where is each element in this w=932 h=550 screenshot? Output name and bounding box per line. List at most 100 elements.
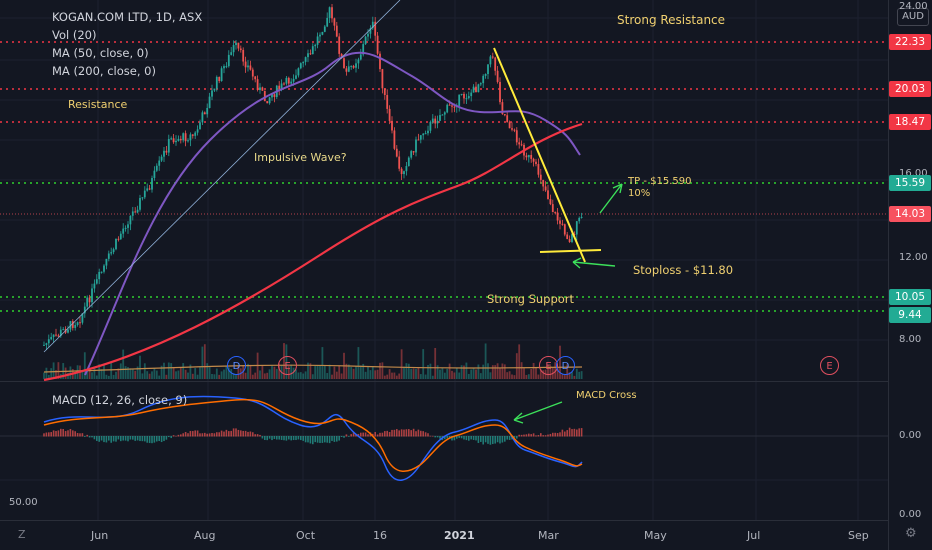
annotation-strong-resistance[interactable]: Strong Resistance (617, 13, 726, 27)
macd-histogram-bar (434, 436, 436, 438)
annotation-macd-cross[interactable]: MACD Cross (576, 390, 637, 401)
volume-bar (105, 374, 108, 379)
volume-bar (335, 371, 338, 379)
currency-button[interactable]: AUD (897, 8, 929, 26)
macd-line (43, 395, 583, 481)
macd-histogram-bar (535, 435, 537, 437)
volume-bar (295, 369, 297, 379)
indicator-ma200[interactable]: MA (200, close, 0) (52, 64, 156, 78)
volume-bar (415, 368, 417, 379)
volume-bar (563, 375, 566, 379)
candle-body (520, 144, 523, 146)
volume-bar (410, 368, 413, 379)
volume-bar (263, 373, 266, 379)
volume-bar (271, 366, 273, 379)
volume-bar (184, 369, 187, 379)
macd-histogram-bar (530, 434, 532, 437)
volume-bar (424, 374, 427, 379)
macd-histogram-bar (304, 436, 307, 443)
time-axis-label: May (644, 529, 667, 542)
macd-histogram-bar (156, 436, 158, 442)
candle-body (191, 134, 194, 136)
macd-histogram-bar (405, 429, 408, 437)
volume-bar (213, 374, 216, 379)
candle-body (453, 106, 456, 108)
volume-bar (453, 372, 456, 379)
annotation-strong-support[interactable]: Strong Support (487, 292, 575, 306)
volume-bar (431, 375, 434, 379)
macd-histogram-bar (276, 436, 278, 440)
macd-histogram-bar (52, 430, 55, 437)
settings-gear-icon[interactable]: ⚙ (905, 526, 917, 541)
annotation-resistance[interactable]: Resistance (68, 98, 128, 111)
time-axis-label: Mar (538, 529, 559, 542)
volume-bar (206, 363, 209, 379)
candle-body (163, 150, 165, 157)
macd-histogram-bar (134, 436, 136, 441)
volume-bar (232, 373, 235, 379)
candle-body (410, 151, 413, 158)
symbol-title[interactable]: KOGAN.COM LTD, 1D, ASX (52, 10, 203, 24)
macd-histogram-bar (336, 436, 338, 442)
volume-bar (223, 369, 225, 379)
macd-histogram-bar (576, 429, 578, 437)
volume-bar (333, 366, 336, 379)
volume-bar (422, 349, 425, 379)
candle-body (369, 28, 372, 34)
candle-body (525, 155, 528, 158)
volume-bar (379, 362, 381, 379)
macd-histogram-bar (84, 436, 86, 437)
macd-histogram-bar (470, 436, 472, 440)
dividend-event-icon[interactable]: D (227, 356, 246, 375)
candle-body (211, 90, 213, 97)
candle-body (527, 155, 530, 158)
macd-histogram-bar (228, 431, 230, 437)
volume-bar (215, 368, 218, 379)
candle-body (194, 132, 197, 136)
volume-bar (146, 371, 149, 379)
candle-body (220, 68, 223, 82)
macd-histogram-bar (86, 434, 88, 437)
candle-body (458, 94, 461, 106)
candle-body (136, 209, 139, 213)
candle-body (371, 21, 374, 29)
volume-bar (513, 375, 516, 379)
candle-body (295, 75, 297, 79)
volume-bar (345, 363, 348, 379)
volume-bar (177, 370, 180, 379)
candle-body (280, 83, 283, 90)
macd-histogram-bar (201, 433, 204, 437)
dividend-event-icon[interactable]: D (556, 356, 575, 375)
macd-histogram-bar (384, 431, 386, 437)
earnings-event-icon[interactable]: E (820, 356, 839, 375)
volume-bar (520, 362, 523, 379)
annotation-tp[interactable]: TP - $15.590 10% (628, 176, 691, 200)
indicator-volume[interactable]: Vol (20) (52, 28, 97, 42)
candle-body (43, 344, 45, 346)
candle-body (249, 65, 252, 70)
indicator-ma50[interactable]: MA (50, close, 0) (52, 46, 149, 60)
indicator-macd[interactable]: MACD (12, 26, close, 9) (52, 393, 188, 407)
macd-histogram-bar (307, 436, 309, 443)
volume-bar (151, 371, 153, 379)
macd-histogram-bar (280, 436, 283, 440)
trendline-resistance (493, 47, 586, 263)
candle-body (141, 197, 144, 199)
macd-histogram-bar (477, 436, 480, 444)
candle-body (79, 322, 81, 324)
price-tag-9-44: 9.44 (889, 307, 931, 323)
macd-histogram-bar (340, 436, 343, 438)
candle-body (470, 92, 473, 97)
annotation-impulsive-wave[interactable]: Impulsive Wave? (254, 151, 347, 164)
macd-histogram-bar (115, 436, 117, 442)
annotation-stoploss[interactable]: Stoploss - $11.80 (633, 263, 734, 277)
macd-histogram-bar (559, 432, 561, 437)
earnings-event-icon[interactable]: E (278, 356, 297, 375)
volume-bar (302, 373, 305, 379)
volume-ma-line (43, 364, 583, 373)
candle-body (182, 133, 185, 141)
zoom-icon[interactable]: Z (18, 528, 26, 541)
candle-body (55, 334, 57, 336)
volume-bar (172, 367, 175, 379)
